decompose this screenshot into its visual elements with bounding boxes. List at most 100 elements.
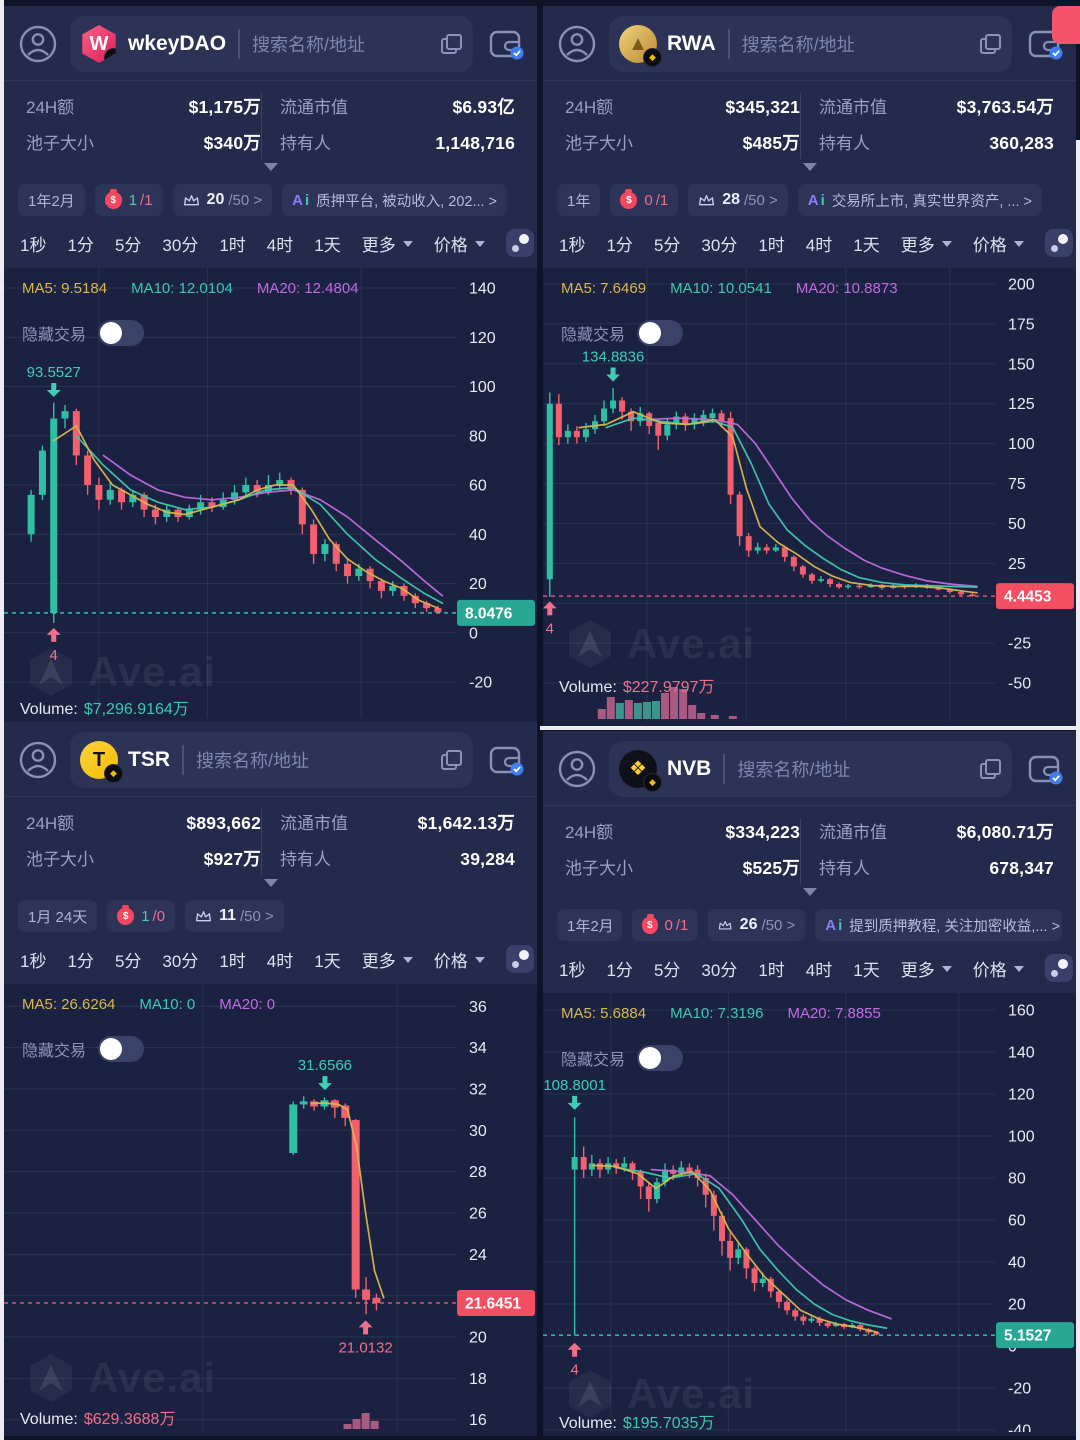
tab-1d[interactable]: 1天 xyxy=(314,235,341,255)
tab-30m[interactable]: 30分 xyxy=(701,235,738,255)
tab-1m[interactable]: 1分 xyxy=(606,960,633,980)
tab-1h[interactable]: 1时 xyxy=(219,951,246,971)
floating-button[interactable] xyxy=(1052,6,1080,44)
tab-1s[interactable]: 1秒 xyxy=(20,235,47,255)
tab-1h[interactable]: 1时 xyxy=(758,235,785,255)
hide-transactions-toggle[interactable] xyxy=(98,320,145,346)
token-search-bar[interactable]: ▲ ◆ RWA 搜索名称/地址 xyxy=(609,16,1012,72)
wallet-icon[interactable] xyxy=(1024,750,1064,788)
copy-icon[interactable] xyxy=(980,759,1001,779)
search-input[interactable]: 搜索名称/地址 xyxy=(252,35,366,55)
copy-icon[interactable] xyxy=(980,34,1001,54)
tab-4h[interactable]: 4时 xyxy=(266,235,294,255)
rank-tag[interactable]: 20 /50 > xyxy=(172,184,273,216)
age-tag: 1年 xyxy=(557,184,601,216)
tab-4h[interactable]: 4时 xyxy=(805,960,833,980)
tab-5m[interactable]: 5分 xyxy=(114,951,142,971)
chart-settings-icon[interactable] xyxy=(505,945,534,973)
price-dropdown[interactable]: 价格 xyxy=(973,956,1024,981)
token-search-bar[interactable]: T ◆ TSR 搜索名称/地址 xyxy=(70,732,473,788)
expand-stats-caret-icon[interactable] xyxy=(263,879,278,894)
more-dropdown[interactable]: 更多 xyxy=(362,231,413,256)
user-avatar-icon[interactable] xyxy=(18,24,58,64)
search-input[interactable]: 搜索名称/地址 xyxy=(196,751,310,771)
candlestick-chart[interactable]: 363432302826242220181621.645131.656621.0… xyxy=(4,984,537,1432)
risk-tag[interactable]: $ 0 /1 xyxy=(632,909,699,941)
user-avatar-icon[interactable] xyxy=(18,740,58,780)
wallet-icon[interactable] xyxy=(485,25,525,63)
stats: 24H额 $345,321 池子大小 $485万 流通市值 $3,763.54万… xyxy=(565,93,1054,159)
expand-stats-caret-icon[interactable] xyxy=(802,888,817,903)
candlestick-chart[interactable]: 140 120 100 80 60 40 20 0 -20 8.0476 93.5527 4 xyxy=(4,268,537,718)
token-logo: ▲ ◆ xyxy=(619,25,662,67)
search-input[interactable]: 搜索名称/地址 xyxy=(741,35,855,55)
tab-1m[interactable]: 1分 xyxy=(67,235,94,255)
tab-5m[interactable]: 5分 xyxy=(653,960,681,980)
tab-30m[interactable]: 30分 xyxy=(162,951,199,971)
tab-1s[interactable]: 1秒 xyxy=(559,960,586,980)
candlestick-chart[interactable]: 160140120100806040200-20-405.1527108.800… xyxy=(543,993,1076,1436)
svg-text:40: 40 xyxy=(1008,1255,1026,1272)
hide-transactions-toggle[interactable] xyxy=(98,1036,145,1062)
rank-tag[interactable]: 28 /50 > xyxy=(688,184,788,216)
svg-text:50: 50 xyxy=(1008,516,1026,533)
tab-1m[interactable]: 1分 xyxy=(67,951,94,971)
risk-tag[interactable]: $ 1 /1 xyxy=(94,184,163,216)
divider xyxy=(727,29,730,59)
tab-1h[interactable]: 1时 xyxy=(219,235,246,255)
price-dropdown[interactable]: 价格 xyxy=(973,231,1024,256)
user-avatar-icon[interactable] xyxy=(557,749,597,789)
tab-1h[interactable]: 1时 xyxy=(758,960,785,980)
panel-header: W ◆ wkeyDAO 搜索名称/地址 xyxy=(4,6,537,81)
hide-transactions-row: 隐藏交易 xyxy=(561,1045,684,1071)
tab-1s[interactable]: 1秒 xyxy=(20,951,47,971)
chart-settings-icon[interactable] xyxy=(505,229,534,257)
more-dropdown[interactable]: 更多 xyxy=(901,231,952,256)
expand-stats-caret-icon[interactable] xyxy=(263,163,278,178)
timeframe-tabs: 1秒 1分 5分 30分 1时 4时 1天 更多 价格 xyxy=(20,226,534,260)
wallet-icon[interactable] xyxy=(1024,25,1064,63)
user-avatar-icon[interactable] xyxy=(557,24,597,64)
hide-transactions-toggle[interactable] xyxy=(637,1045,684,1071)
rank-tag[interactable]: 11 /50 > xyxy=(185,900,284,932)
expand-stats-caret-icon[interactable] xyxy=(802,163,817,178)
price-dropdown[interactable]: 价格 xyxy=(434,231,485,256)
hide-transactions-toggle[interactable] xyxy=(637,320,684,346)
tab-1m[interactable]: 1分 xyxy=(606,235,633,255)
wallet-icon[interactable] xyxy=(485,741,525,779)
more-dropdown[interactable]: 更多 xyxy=(901,956,952,981)
token-logo-glyph: ▲ xyxy=(628,33,648,55)
tab-1d[interactable]: 1天 xyxy=(853,960,880,980)
copy-icon[interactable] xyxy=(441,34,462,54)
tab-4h[interactable]: 4时 xyxy=(805,235,833,255)
more-dropdown[interactable]: 更多 xyxy=(362,947,413,972)
tab-1d[interactable]: 1天 xyxy=(314,951,341,971)
price-dropdown[interactable]: 价格 xyxy=(434,947,485,972)
tab-30m[interactable]: 30分 xyxy=(701,960,738,980)
chart-settings-icon[interactable] xyxy=(1044,229,1073,257)
ma10-label: MA10: 12.0104 xyxy=(131,280,233,297)
ai-icon: A xyxy=(292,191,303,209)
divider xyxy=(723,754,726,784)
token-search-bar[interactable]: ❖ ◆ NVB 搜索名称/地址 xyxy=(609,741,1012,797)
search-input[interactable]: 搜索名称/地址 xyxy=(737,760,851,780)
tab-4h[interactable]: 4时 xyxy=(266,951,294,971)
copy-icon[interactable] xyxy=(441,750,462,770)
token-search-bar[interactable]: W ◆ wkeyDAO 搜索名称/地址 xyxy=(70,16,473,72)
tab-30m[interactable]: 30分 xyxy=(162,235,199,255)
svg-text:40: 40 xyxy=(469,527,487,544)
candlestick-chart[interactable]: 2001751501251007550250-25-504.4453134.88… xyxy=(543,268,1076,722)
rank-tag[interactable]: 26 /50 > xyxy=(708,909,806,941)
tab-1d[interactable]: 1天 xyxy=(853,235,880,255)
risk-tag[interactable]: $ 1 /0 xyxy=(107,900,176,932)
tab-5m[interactable]: 5分 xyxy=(114,235,142,255)
risk-tag[interactable]: $ 0 /1 xyxy=(610,184,679,216)
svg-text:21.0132: 21.0132 xyxy=(338,1339,392,1356)
tab-1s[interactable]: 1秒 xyxy=(559,235,586,255)
tab-5m[interactable]: 5分 xyxy=(653,235,681,255)
chart-settings-icon[interactable] xyxy=(1044,954,1073,982)
timeframe-tabs: 1秒 1分 5分 30分 1时 4时 1天 更多 价格 xyxy=(559,951,1073,985)
